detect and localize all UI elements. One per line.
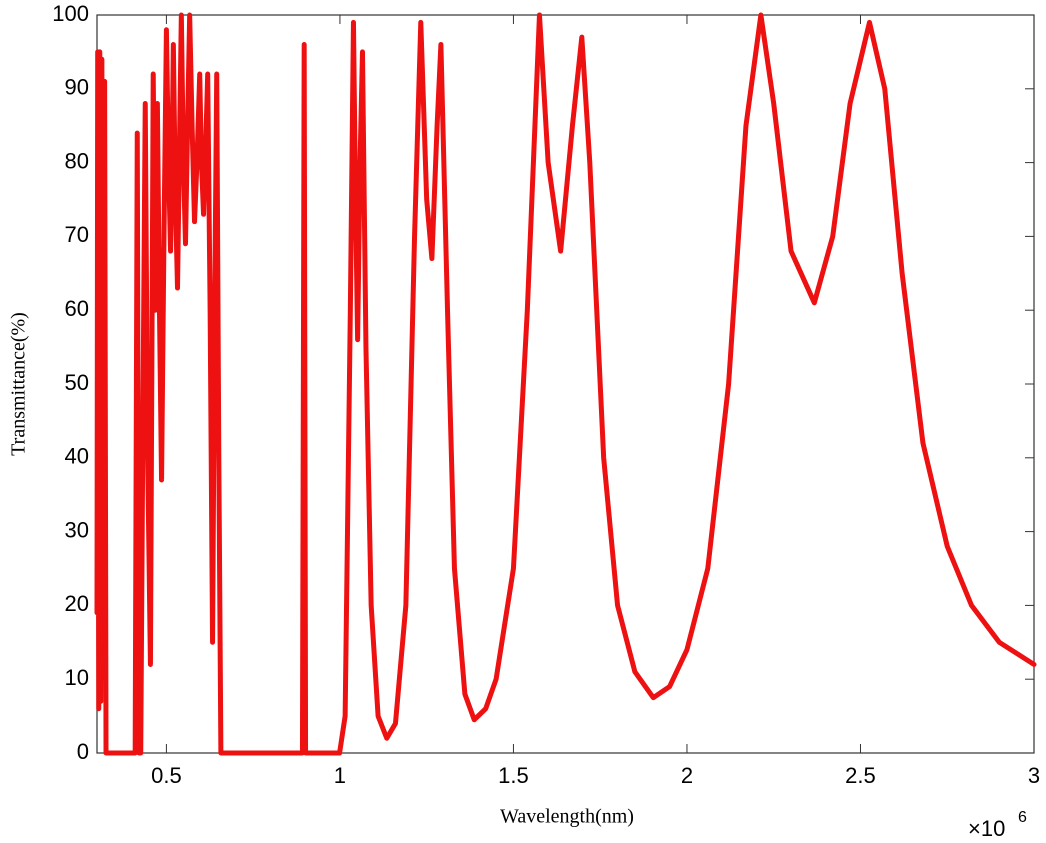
y-tick-label: 40 — [65, 444, 89, 469]
y-axis-label: Transmittance(%) — [8, 312, 30, 456]
x-tick-label: 0.5 — [151, 763, 182, 788]
x-multiplier-exponent: 6 — [1018, 809, 1027, 826]
transmittance-line — [94, 12, 1037, 756]
y-tick-label: 30 — [65, 517, 89, 542]
x-axis-label: Wavelength(nm) — [500, 806, 634, 828]
plot-frame — [96, 14, 1035, 754]
x-tick-label: 2 — [681, 763, 693, 788]
y-tick-label: 80 — [65, 148, 89, 173]
x-tick-label: 3 — [1028, 763, 1040, 788]
x-multiplier: ×10 — [968, 816, 1005, 841]
y-tick-label: 10 — [65, 665, 89, 690]
x-tick-label: 1 — [334, 763, 346, 788]
x-tick-label: 1.5 — [498, 763, 529, 788]
x-tick-label: 2.5 — [845, 763, 876, 788]
y-tick-label: 60 — [65, 296, 89, 321]
y-tick-label: 50 — [65, 370, 89, 395]
y-tick-label: 90 — [65, 75, 89, 100]
y-tick-label: 0 — [77, 739, 89, 764]
y-tick-label: 20 — [65, 591, 89, 616]
y-tick-label: 100 — [52, 1, 89, 26]
y-tick-label: 70 — [65, 222, 89, 247]
